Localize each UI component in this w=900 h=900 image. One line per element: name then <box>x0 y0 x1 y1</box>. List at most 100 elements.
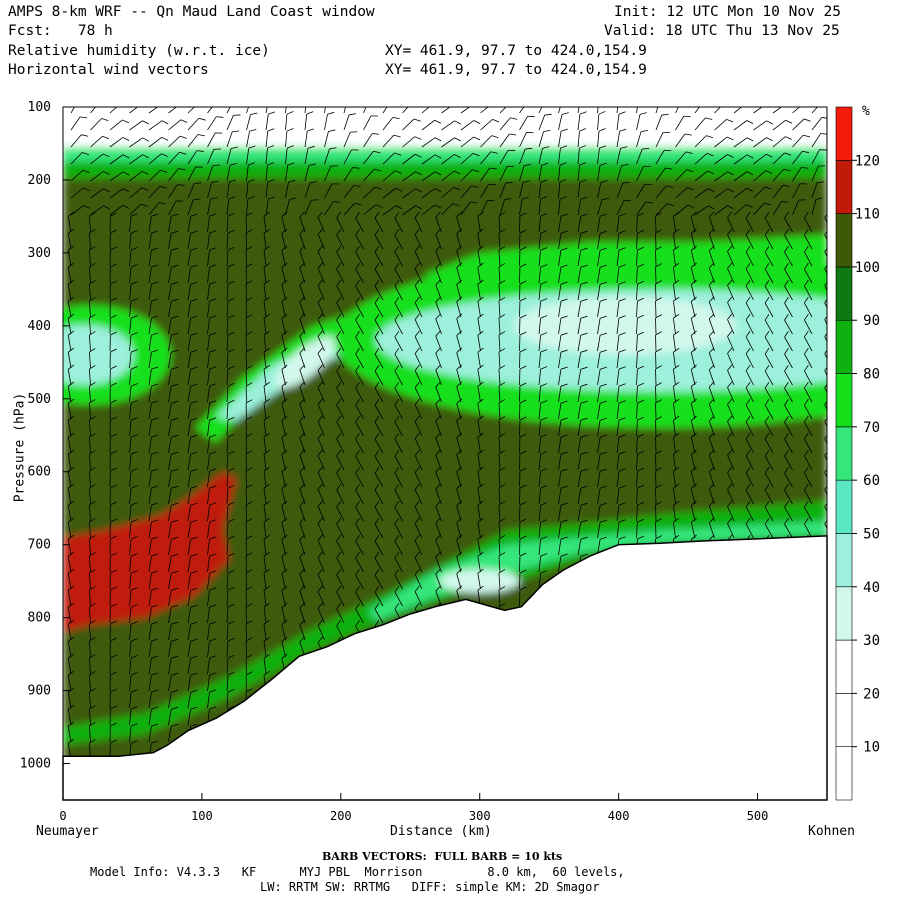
wind-barb-flag <box>804 466 809 474</box>
wind-barb <box>498 454 501 471</box>
wind-barb <box>324 107 326 114</box>
colorbar-bin <box>835 746 853 801</box>
wind-barb-flag <box>394 602 400 610</box>
wind-barb <box>246 131 250 148</box>
wind-barb <box>70 205 85 216</box>
wind-barb-flag <box>618 485 626 489</box>
wind-barb <box>207 624 210 641</box>
wind-barb <box>616 165 622 182</box>
colorbar-bin <box>835 639 853 694</box>
wind-barb-flag <box>130 689 138 693</box>
wind-barb-flag <box>413 101 420 103</box>
wind-barb <box>792 167 802 182</box>
wind-barb <box>394 591 403 607</box>
wind-barb <box>480 184 489 199</box>
wind-barb <box>636 184 646 199</box>
wind-barb-flag <box>395 205 403 210</box>
wind-barb <box>597 267 601 284</box>
wind-barb-flag <box>151 570 159 574</box>
wind-barb <box>90 205 104 216</box>
wind-barb <box>577 352 582 369</box>
wind-barb-flag <box>281 636 288 642</box>
wind-barb <box>538 131 544 148</box>
wind-barb-flag <box>691 449 697 455</box>
wind-barb <box>577 335 582 352</box>
wind-barb <box>226 658 229 675</box>
wind-barb <box>148 202 160 216</box>
wind-barb-flag <box>287 162 295 166</box>
wind-barb-flag <box>637 297 644 302</box>
wind-barb-flag <box>540 315 548 319</box>
wind-barb-flag <box>142 137 149 142</box>
wind-barb-flag <box>394 398 400 406</box>
wind-barb <box>804 217 813 233</box>
wind-barb-flag <box>317 228 323 235</box>
wind-barb-flag <box>130 213 138 217</box>
wind-barb <box>499 117 511 131</box>
wind-barb-flag <box>171 383 179 387</box>
wind-barb-flag <box>110 433 117 438</box>
y-tick-label: 1000 <box>20 757 51 772</box>
wind-barb <box>727 302 735 318</box>
wind-barb-flag <box>764 484 770 491</box>
wind-barb-flag <box>392 116 400 120</box>
wind-barb-flag <box>477 483 484 489</box>
wind-barb-flag <box>540 417 548 421</box>
wind-barb-flag <box>67 364 75 370</box>
wind-barb <box>109 107 118 114</box>
wind-barb-flag <box>498 416 506 421</box>
wind-barb-flag <box>171 451 179 455</box>
wind-barb-flag <box>745 466 751 474</box>
wind-barb <box>148 186 161 199</box>
wind-barb <box>577 267 582 284</box>
wind-barb <box>636 471 638 488</box>
wind-barb <box>414 472 423 488</box>
wind-barb-flag <box>299 279 305 286</box>
wind-barb-flag <box>706 153 714 157</box>
wind-barb-flag <box>519 586 527 591</box>
wind-barb <box>88 556 91 573</box>
wind-barb-flag <box>618 247 626 251</box>
wind-barb <box>616 250 620 267</box>
wind-barb <box>355 353 364 369</box>
wind-barb-flag <box>784 246 789 253</box>
wind-barb <box>636 301 638 318</box>
wind-barb <box>480 151 492 165</box>
wind-barb <box>498 386 501 403</box>
wind-barb-flag <box>82 169 90 174</box>
wind-barb-flag <box>250 112 258 115</box>
wind-barb-flag <box>317 619 323 626</box>
wind-barb-flag <box>415 153 422 158</box>
wind-barb-flag <box>394 330 400 338</box>
wind-barb-flag <box>355 535 360 542</box>
wind-barb <box>577 199 582 216</box>
wind-barb-flag <box>198 117 206 121</box>
wind-barb-flag <box>637 433 644 438</box>
wind-barb <box>498 352 501 369</box>
wind-barb <box>673 284 676 301</box>
wind-barb-flag <box>804 228 809 236</box>
wind-barb-flag <box>374 620 380 627</box>
wind-barb-flag <box>336 211 342 219</box>
wind-barb <box>129 505 132 522</box>
wind-barb-flag <box>540 536 548 540</box>
wind-barb <box>690 369 696 386</box>
wind-barb-flag <box>691 347 697 353</box>
wind-barb <box>374 217 384 233</box>
wind-barb-flag <box>498 603 506 608</box>
wind-barb-flag <box>673 262 680 268</box>
wind-barb-flag <box>336 534 342 542</box>
wind-barb-flag <box>599 349 607 353</box>
wind-barb-flag <box>328 129 336 132</box>
wind-barb <box>764 353 774 369</box>
wind-barb <box>414 387 423 403</box>
wind-barb-flag <box>281 364 288 370</box>
wind-barb <box>281 471 286 488</box>
wind-barb <box>129 403 132 420</box>
wind-barb-flag <box>89 535 96 540</box>
wind-barb <box>363 204 376 216</box>
wind-barb <box>187 420 192 437</box>
wind-barb-flag <box>209 519 217 523</box>
wind-barb <box>226 454 229 471</box>
wind-barb-flag <box>673 398 680 404</box>
